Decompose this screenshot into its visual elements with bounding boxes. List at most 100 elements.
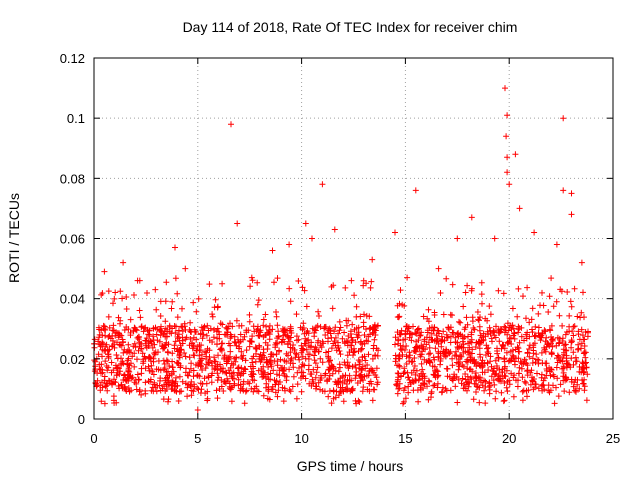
roti-point xyxy=(559,358,566,365)
roti-point xyxy=(397,331,404,338)
roti-point xyxy=(111,400,118,406)
roti-point xyxy=(523,331,529,338)
roti-point xyxy=(456,343,463,350)
roti-point xyxy=(457,353,464,360)
roti-point xyxy=(498,389,505,396)
roti-point xyxy=(199,367,206,373)
roti-point xyxy=(331,226,338,233)
roti-point xyxy=(392,229,398,236)
roti-point xyxy=(491,381,498,388)
roti-point xyxy=(267,376,274,383)
roti-point xyxy=(204,397,211,404)
roti-point xyxy=(95,351,102,358)
roti-point xyxy=(504,112,511,119)
roti-point xyxy=(249,277,256,284)
roti-point xyxy=(148,362,155,369)
y-axis-title: ROTI / TECUs xyxy=(6,193,22,283)
roti-point xyxy=(367,284,374,291)
roti-point xyxy=(204,388,211,395)
roti-point xyxy=(545,387,552,394)
roti-point xyxy=(361,332,368,338)
roti-point xyxy=(91,368,98,375)
roti-point xyxy=(199,335,206,342)
roti-point xyxy=(406,354,412,361)
roti-point xyxy=(302,220,309,227)
roti-point xyxy=(254,279,261,286)
roti-point xyxy=(112,289,119,296)
roti-point xyxy=(535,310,542,317)
roti-point xyxy=(274,358,281,365)
roti-point xyxy=(518,333,525,340)
roti-point xyxy=(482,378,489,385)
roti-point xyxy=(127,316,134,323)
roti-point xyxy=(168,386,175,393)
roti-point xyxy=(353,400,360,407)
roti-point xyxy=(409,331,416,338)
roti-point xyxy=(223,370,230,377)
roti-point xyxy=(440,311,447,318)
roti-point xyxy=(582,360,589,367)
roti-point xyxy=(118,360,125,367)
x-tick-labels: 0 5 10 15 20 25 xyxy=(90,431,620,446)
roti-point xyxy=(403,323,410,330)
roti-point xyxy=(411,355,418,361)
roti-point xyxy=(557,286,564,293)
roti-point xyxy=(120,377,127,383)
roti-point xyxy=(195,295,202,302)
roti-point xyxy=(542,338,549,345)
roti-point xyxy=(168,305,175,312)
roti-point xyxy=(165,341,172,348)
roti-point xyxy=(562,331,569,338)
roti-point xyxy=(202,365,209,372)
roti-point xyxy=(437,358,444,364)
roti-point xyxy=(255,297,262,304)
roti-point xyxy=(140,356,147,363)
roti-point xyxy=(215,374,222,381)
roti-point xyxy=(372,352,379,359)
roti-point xyxy=(176,354,183,361)
roti-point xyxy=(335,368,342,375)
roti-point xyxy=(396,363,403,370)
roti-point xyxy=(343,317,350,324)
roti-point xyxy=(452,383,459,390)
roti-point xyxy=(426,334,433,341)
roti-point xyxy=(228,121,234,128)
roti-point xyxy=(425,351,432,358)
roti-point xyxy=(392,358,399,365)
roti-point xyxy=(100,322,107,329)
roti-point xyxy=(218,346,225,353)
roti-point xyxy=(548,340,554,347)
roti-point xyxy=(444,334,451,341)
roti-point xyxy=(111,344,118,351)
roti-point xyxy=(263,359,270,366)
roti-point xyxy=(415,398,422,405)
roti-point xyxy=(550,371,557,378)
roti-point xyxy=(307,371,314,377)
roti-point xyxy=(260,373,267,380)
roti-point xyxy=(300,372,307,379)
roti-point xyxy=(117,368,124,375)
roti-point xyxy=(201,323,208,330)
roti-point xyxy=(289,383,296,390)
x-tick-label: 10 xyxy=(294,431,308,446)
roti-point xyxy=(280,366,287,373)
roti-point xyxy=(500,398,507,405)
roti-point xyxy=(198,324,205,331)
roti-point xyxy=(365,338,372,345)
roti-point xyxy=(499,369,506,376)
y-tick-label: 0 xyxy=(78,412,85,427)
x-tick-label: 15 xyxy=(398,431,412,446)
roti-point xyxy=(539,289,545,296)
roti-point xyxy=(584,371,591,378)
roti-point xyxy=(344,342,351,349)
roti-point xyxy=(281,385,288,392)
roti-point xyxy=(312,360,319,367)
roti-point xyxy=(541,375,548,382)
roti-point xyxy=(478,337,485,344)
roti-point xyxy=(582,354,589,361)
roti-point xyxy=(515,326,522,333)
roti-point xyxy=(176,373,183,380)
roti-point xyxy=(255,367,262,374)
roti-point xyxy=(560,365,567,371)
roti-point xyxy=(412,371,419,378)
